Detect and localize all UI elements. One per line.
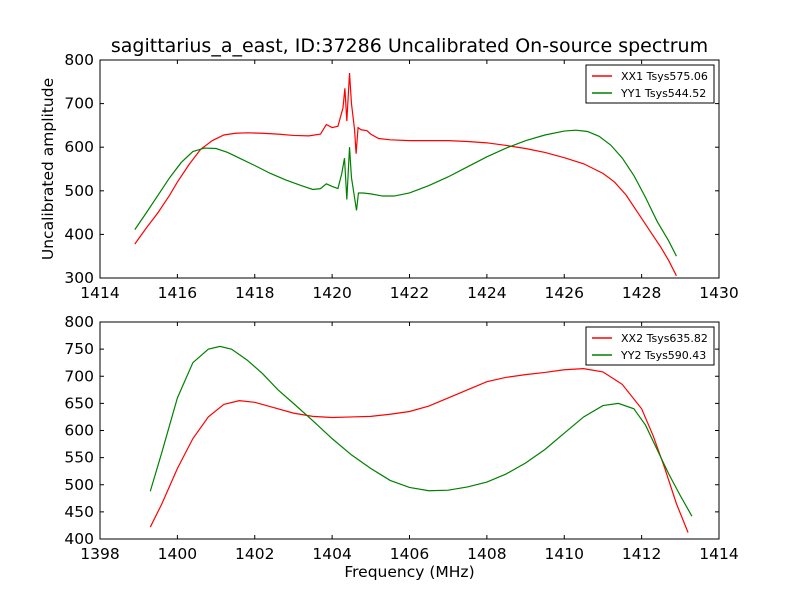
- y-tick-label: 800: [64, 51, 94, 69]
- x-tick-label: 1410: [545, 545, 584, 563]
- x-tick-label: 1412: [622, 545, 661, 563]
- x-tick-label: 1406: [390, 545, 429, 563]
- legend-entry-label: YY1 Tsys544.52: [620, 87, 706, 100]
- y-tick-label: 650: [64, 394, 94, 412]
- y-tick-label: 500: [64, 182, 94, 200]
- legend: XX2 Tsys635.82 YY2 Tsys590.43: [585, 326, 715, 366]
- y-tick-label: 400: [64, 530, 94, 548]
- y-tick-label: 600: [64, 422, 94, 440]
- y-tick-label: 300: [64, 269, 94, 287]
- y-tick-label: 700: [64, 367, 94, 385]
- x-tick-label: 1420: [312, 284, 351, 302]
- legend-entry-label: XX2 Tsys635.82: [621, 332, 708, 345]
- series-line-xx2: [149, 368, 689, 533]
- x-tick-label: 1404: [312, 545, 351, 563]
- y-tick-label: 750: [64, 340, 94, 358]
- y-tick-label: 600: [64, 138, 94, 156]
- subplot-2: 1398 1400 1402 1404 1406 1408 1410 1412 1414 400 4…: [64, 313, 738, 581]
- y-axis-label: Uncalibrated amplitude: [39, 78, 57, 260]
- x-tick-label: 1424: [467, 284, 506, 302]
- series-line-yy1: [134, 129, 677, 257]
- y-tick-label: 500: [64, 476, 94, 494]
- series-line-xx1: [134, 73, 677, 277]
- x-tick-label: 1408: [467, 545, 506, 563]
- legend-box: [585, 64, 715, 104]
- x-tick-label: 1402: [235, 545, 274, 563]
- x-tick-label: 1426: [545, 284, 584, 302]
- legend-entry-label: XX1 Tsys575.06: [621, 70, 708, 83]
- legend-entry-label: YY2 Tsys590.43: [620, 349, 706, 362]
- x-tick-label: 1414: [80, 284, 119, 302]
- x-tick-label: 1398: [80, 545, 119, 563]
- chart-title: sagittarius_a_east, ID:37286 Uncalibrate…: [111, 35, 708, 57]
- x-tick-label: 1428: [622, 284, 661, 302]
- y-tick-label: 400: [64, 225, 94, 243]
- legend: XX1 Tsys575.06 YY1 Tsys544.52: [585, 64, 715, 104]
- x-tick-label: 1422: [390, 284, 429, 302]
- x-tick-label: 1418: [235, 284, 274, 302]
- y-tick-label: 450: [64, 503, 94, 521]
- legend-box: [585, 326, 715, 366]
- subplot-1: 1414 1416 1418 1420 1422 1424 1426 1428 1430 300 4…: [39, 35, 739, 302]
- x-tick-label: 1414: [699, 545, 738, 563]
- series-line-yy2: [149, 345, 693, 517]
- y-tick-label: 550: [64, 449, 94, 467]
- y-tick-label: 800: [64, 313, 94, 331]
- y-tick-label: 700: [64, 95, 94, 113]
- x-tick-label: 1430: [699, 284, 738, 302]
- x-tick-label: 1400: [158, 545, 197, 563]
- x-tick-label: 1416: [158, 284, 197, 302]
- x-axis-label: Frequency (MHz): [344, 563, 474, 581]
